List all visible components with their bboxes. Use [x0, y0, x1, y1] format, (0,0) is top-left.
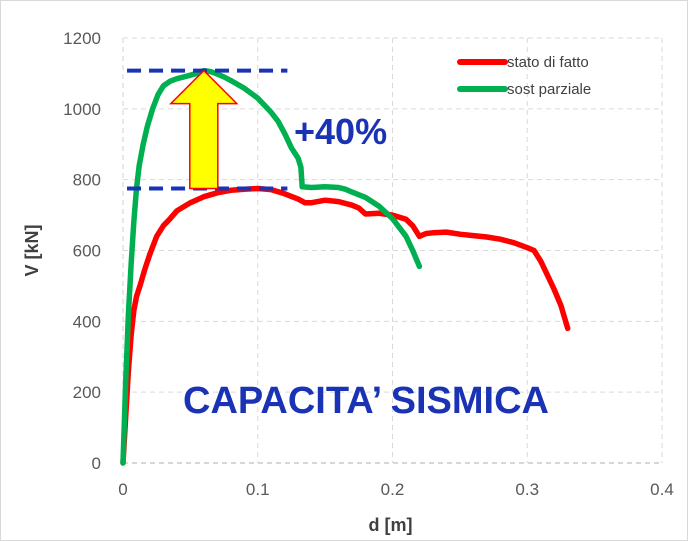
percent-increase-label: +40%: [294, 111, 387, 152]
x-tick-label: 0.3: [515, 480, 539, 499]
x-axis-title: d [m]: [369, 515, 413, 535]
y-tick-label: 600: [73, 242, 101, 261]
axes: 0 200 400 600 800 1000 1200 0 0.1 0.2 0.3 0.4: [63, 29, 674, 499]
y-tick-label: 1200: [63, 29, 101, 48]
increase-arrow: [168, 69, 239, 190]
y-tick-label: 0: [92, 454, 101, 473]
x-tick-label: 0.1: [246, 480, 270, 499]
x-tick-label: 0: [118, 480, 127, 499]
y-tick-label: 200: [73, 383, 101, 402]
y-tick-label: 1000: [63, 100, 101, 119]
y-tick-label: 800: [73, 171, 101, 190]
legend-label-sost-parziale: sost parziale: [507, 81, 591, 98]
series-layer: [120, 67, 571, 466]
series-line-sost-parziale: [120, 67, 423, 466]
x-tick-label: 0.4: [650, 480, 674, 499]
annotations: [127, 68, 288, 191]
y-tick-label: 400: [73, 312, 101, 331]
capacity-label: CAPACITA’ SISMICA: [183, 380, 549, 422]
grid: [123, 37, 663, 463]
x-tick-label: 0.2: [381, 480, 405, 499]
legend: stato di fatto sost parziale: [457, 54, 591, 98]
series-line-stato-di-fatto: [120, 185, 571, 466]
legend-label-stato-di-fatto: stato di fatto: [507, 54, 589, 71]
y-axis-title: V [kN]: [22, 224, 42, 276]
